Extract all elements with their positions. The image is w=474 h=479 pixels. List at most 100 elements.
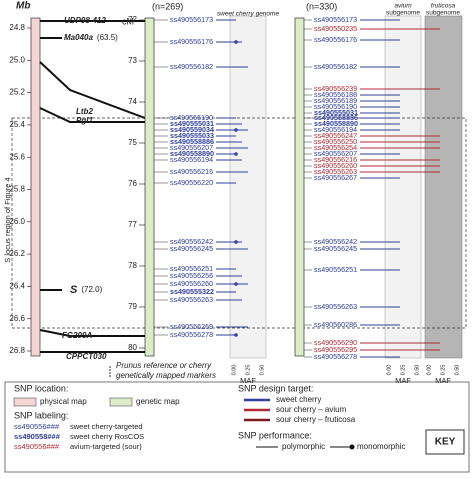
snp-label: ss490556207 <box>170 143 213 152</box>
maf-tick-label: 0.25 <box>400 365 406 376</box>
snp-label: ss490556190 <box>314 102 357 111</box>
snp-label: ss490556242 <box>314 237 357 246</box>
snp-mono-dot <box>234 333 238 337</box>
snp-label: ss490556290 <box>314 338 357 347</box>
snp-label: ss490560286 <box>314 320 357 329</box>
mb-tick-label: 26.2 <box>9 249 25 258</box>
marker-name: Pgl1 <box>76 116 93 125</box>
key-code: ss490558### <box>14 432 61 441</box>
cm-tick-label: 78 <box>128 261 137 270</box>
key-location-item: physical map <box>40 397 87 406</box>
snp-label: ss490555031 <box>314 108 358 117</box>
snp-label: ss490556251 <box>170 264 213 273</box>
snp-label: ss490556256 <box>170 271 213 280</box>
key-code: ss490556### <box>14 442 60 451</box>
marker-label: S (72.0) <box>70 284 103 296</box>
mb-tick-label: 25.6 <box>9 152 25 161</box>
key-performance-item: monomorphic <box>357 442 405 451</box>
snp-label: ss490556207 <box>314 149 357 158</box>
key-box <box>4 381 470 473</box>
maf-tick-label: 0.50 <box>414 365 420 376</box>
snp-mono-dot <box>234 240 238 244</box>
snp-label: ss490556188 <box>314 90 357 99</box>
cm-tick-label: 77 <box>128 220 137 229</box>
s-region-box <box>11 117 467 329</box>
maf-label: MAF <box>435 376 451 385</box>
cm-tick-label: 74 <box>128 97 137 106</box>
sweet-genome-column <box>229 15 267 359</box>
snp-label: ss490556220 <box>170 178 213 187</box>
key-location-heading: SNP location: <box>14 383 68 393</box>
sweet-header: sweet cherry genome <box>217 11 280 18</box>
mb-tick-label: 25.2 <box>9 88 25 97</box>
snp-label: ss490558886 <box>314 113 358 122</box>
snp-label: ss490556245 <box>170 244 213 253</box>
snp-label: ss490558886 <box>170 137 214 146</box>
marker-note: Prunus reference or cherry <box>116 361 212 370</box>
snp-label: ss490556182 <box>314 62 357 71</box>
marker-name: Ltb2 <box>76 107 93 116</box>
key-performance-heading: SNP performance: <box>238 430 312 440</box>
key-code: ss490556### <box>14 422 60 431</box>
cm-tick-label: 72 <box>128 15 137 24</box>
key-target-text: sour cherry – fruticosa <box>276 415 356 424</box>
snp-label: ss490556263 <box>314 167 357 176</box>
snp-label: ss490556189 <box>314 96 357 105</box>
connectors <box>39 20 146 353</box>
snp-mono-dot <box>234 40 238 44</box>
snp-label: ss490556247 <box>314 131 357 140</box>
snp-label: ss490556242 <box>170 237 213 246</box>
mb-tick-label: 25.4 <box>9 120 25 129</box>
key-target-heading: SNP design target: <box>238 383 313 393</box>
marker-name: UDP98-412 <box>64 16 106 25</box>
snp-label: ss490558890 <box>314 119 358 128</box>
mb-tick-label: 26.6 <box>9 314 25 323</box>
subgenome-species: fruticosa <box>431 3 456 10</box>
snp-label: ss490556254 <box>314 143 357 152</box>
marker-note: (63.5) <box>97 33 118 42</box>
snp-label: ss490556182 <box>170 62 213 71</box>
snp-label: ss490556263 <box>170 295 213 304</box>
key-title: KEY <box>435 437 456 448</box>
maf-tick-label: 0.25 <box>245 365 251 376</box>
mb-label: Mb <box>16 1 30 12</box>
snp-mono-dot <box>234 282 238 286</box>
snp-label: ss490556173 <box>170 15 213 24</box>
mb-tick-label: 24.8 <box>9 23 25 32</box>
snp-label: ss490556260 <box>314 161 357 170</box>
marker-name: CPPCT030 <box>66 352 107 361</box>
marker-label: FG209A <box>62 331 92 340</box>
monomorphic-dot <box>349 444 355 450</box>
snp-label: ss490556278 <box>170 330 213 339</box>
marker-name: FG209A <box>62 331 92 340</box>
key-title-box <box>425 429 465 455</box>
mb-tick-label: 25.8 <box>9 185 25 194</box>
genetic-map-bar-1 <box>144 17 155 357</box>
snp-label: ss490556251 <box>314 265 357 274</box>
fruticosa-column <box>424 15 463 359</box>
snp-label: ss490556267 <box>314 173 357 182</box>
cm-label: cM <box>122 16 134 26</box>
snp-label: ss490556173 <box>314 15 357 24</box>
snp-label: ss490556245 <box>314 244 357 253</box>
subgenome-word: subgenome <box>386 10 420 17</box>
snp-label: ss490556239 <box>314 84 357 93</box>
marker-name: Ma040a <box>64 33 93 42</box>
key-location-item: genetic map <box>136 397 180 406</box>
marker-label: Ltb2 <box>76 107 93 116</box>
cm-tick-label: 80 <box>128 343 137 352</box>
marker-label: Ma040a (63.5) <box>64 33 118 42</box>
marker-label: UDP98-412 <box>64 16 106 25</box>
genetic-map-bar-2 <box>294 17 305 357</box>
snp-label: ss490558890 <box>170 149 214 158</box>
snp-label: ss490556194 <box>314 125 357 134</box>
marker-name: S <box>70 284 78 296</box>
map1-n: (n=269) <box>152 1 183 11</box>
snp-label: ss490556263 <box>314 302 357 311</box>
snp-label: ss490555322 <box>170 287 214 296</box>
maf-tick-label: 0.00 <box>231 365 237 376</box>
key-performance-item: polymorphic <box>282 442 325 451</box>
mb-tick-label: 26.4 <box>9 282 25 291</box>
subgenome-word: subgenome <box>426 10 460 17</box>
